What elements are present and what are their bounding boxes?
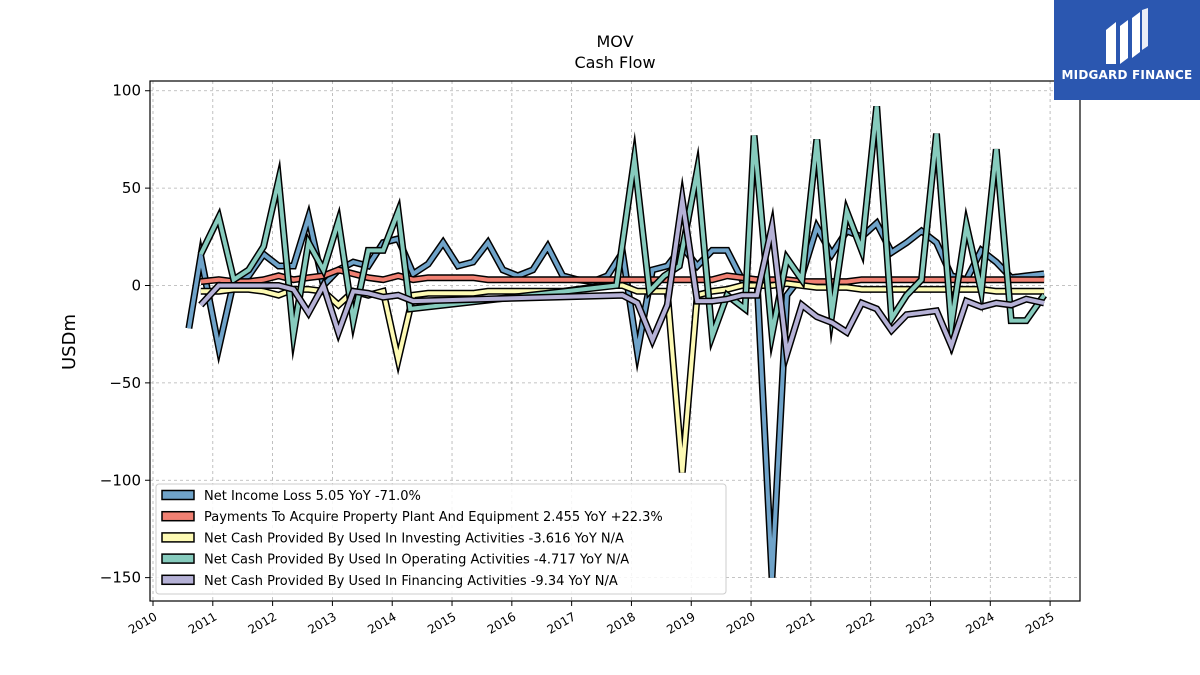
series-stroke — [200, 281, 1045, 473]
x-tick-label: 2024 — [963, 609, 996, 636]
midgard-logo-icon — [1106, 8, 1148, 64]
y-tick-label: −150 — [100, 569, 141, 587]
x-tick-label: 2021 — [784, 609, 817, 636]
x-tick-label: 2012 — [246, 609, 279, 636]
x-tick-label: 2023 — [904, 609, 937, 636]
brand-logo-text: MIDGARD FINANCE — [1061, 68, 1193, 82]
x-tick-label: 2025 — [1023, 609, 1056, 636]
x-tick-label: 2022 — [844, 609, 877, 636]
series-lines — [185, 105, 1047, 578]
x-tick-label: 2019 — [664, 609, 697, 636]
series-stroke — [199, 106, 1046, 350]
x-tick-label: 2013 — [305, 609, 338, 636]
x-tick-label: 2016 — [485, 609, 518, 636]
legend-swatch — [161, 510, 195, 522]
series-line-2 — [200, 279, 1045, 473]
chart-title: MOV — [596, 32, 633, 51]
series-stroke — [199, 185, 1045, 364]
brand-logo: MIDGARD FINANCE — [1054, 0, 1200, 100]
plot-frame — [149, 80, 1081, 602]
legend-swatch — [161, 532, 195, 543]
legend-swatch — [161, 553, 195, 564]
legend: Net Income Loss 5.05 YoY -71.0% Payments … — [155, 483, 727, 595]
legend-entry: Net Cash Provided By Used In Financing A… — [204, 574, 618, 589]
x-tick-label: 2014 — [365, 609, 398, 636]
legend-swatch — [161, 489, 195, 501]
series-line-4 — [198, 175, 1045, 371]
legend-entry: Net Cash Provided By Used In Operating A… — [204, 553, 629, 568]
y-tick-label: 100 — [112, 82, 141, 100]
x-tick-label: 2010 — [126, 609, 159, 636]
x-tick-label: 2018 — [604, 609, 637, 636]
x-tick-label: 2017 — [545, 609, 578, 636]
legend-entry: Net Cash Provided By Used In Investing A… — [204, 531, 624, 546]
x-tick-label: 2011 — [186, 609, 219, 636]
legend-entry: Net Income Loss 5.05 YoY -71.0% — [204, 489, 421, 504]
series-line-0 — [185, 203, 1045, 578]
legend-swatch — [161, 574, 195, 586]
series-stroke — [186, 209, 1045, 578]
y-tick-label: 50 — [122, 179, 141, 197]
x-tick-label: 2020 — [724, 609, 757, 636]
y-tick-label: −50 — [109, 374, 141, 392]
chart-subtitle: Cash Flow — [574, 53, 655, 72]
y-axis-label: USDm — [59, 314, 80, 370]
series-line-3 — [197, 105, 1047, 362]
y-tick-label: 0 — [131, 276, 141, 294]
legend-entry: Payments To Acquire Property Plant And E… — [204, 510, 663, 525]
x-tick-label: 2015 — [425, 609, 458, 636]
legend-box — [155, 483, 727, 595]
y-tick-label: −100 — [100, 471, 141, 489]
